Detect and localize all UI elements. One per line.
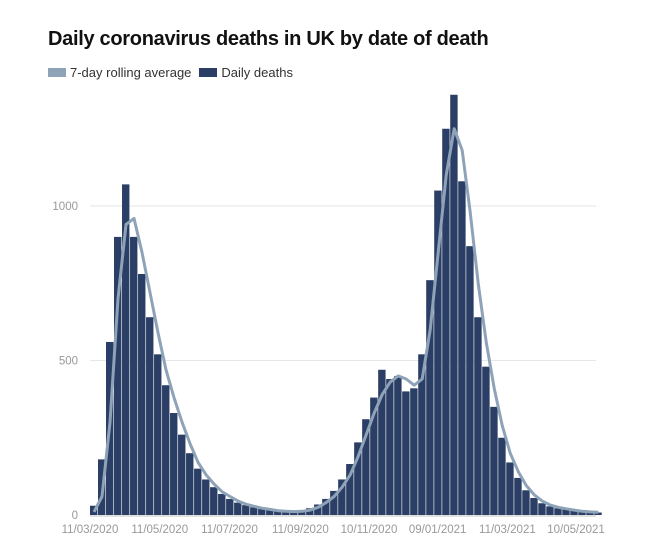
- bar-daily-deaths: [266, 510, 274, 515]
- bar-daily-deaths: [250, 507, 258, 515]
- bar-daily-deaths: [586, 511, 594, 515]
- bar-daily-deaths: [114, 236, 122, 515]
- bar-daily-deaths: [578, 511, 586, 515]
- bar-daily-deaths: [218, 493, 226, 515]
- bar-daily-deaths: [282, 511, 290, 515]
- bar-daily-deaths: [314, 504, 322, 515]
- bar-daily-deaths: [290, 511, 298, 515]
- bar-daily-deaths: [450, 94, 458, 515]
- bar-daily-deaths: [298, 510, 306, 515]
- bar-daily-deaths: [226, 498, 234, 515]
- bar-daily-deaths: [506, 462, 514, 515]
- bar-daily-deaths: [386, 379, 394, 515]
- y-tick-label: 500: [59, 356, 78, 368]
- bar-daily-deaths: [146, 317, 154, 515]
- x-tick-label: 11/09/2020: [272, 524, 329, 536]
- bar-daily-deaths: [210, 487, 218, 515]
- bar-daily-deaths: [474, 317, 482, 515]
- x-tick-label: 10/05/2021: [547, 524, 605, 536]
- bar-daily-deaths: [546, 506, 554, 515]
- y-tick-label: 0: [72, 510, 78, 522]
- x-tick-label: 11/03/2021: [479, 524, 536, 536]
- x-tick-label: 11/03/2020: [62, 524, 119, 536]
- legend-label: Daily deaths: [221, 65, 293, 80]
- bar-daily-deaths: [522, 490, 530, 515]
- bar-daily-deaths: [482, 366, 490, 515]
- bar-daily-deaths: [162, 385, 170, 515]
- bar-daily-deaths: [458, 181, 466, 515]
- bar-daily-deaths: [170, 413, 178, 515]
- x-tick-label: 11/05/2020: [131, 524, 188, 536]
- x-tick-label: 11/07/2020: [201, 524, 258, 536]
- bar-daily-deaths: [338, 479, 346, 515]
- bar-daily-deaths: [178, 434, 186, 515]
- bar-daily-deaths: [442, 128, 450, 515]
- bar-daily-deaths: [186, 453, 194, 515]
- bar-daily-deaths: [570, 510, 578, 515]
- bar-daily-deaths: [394, 375, 402, 515]
- y-tick-label: 1000: [52, 201, 78, 213]
- bar-daily-deaths: [138, 273, 146, 515]
- bar-daily-deaths: [354, 442, 362, 515]
- legend-label: 7-day rolling average: [70, 65, 192, 80]
- bar-daily-deaths: [418, 354, 426, 515]
- bar-daily-deaths: [202, 479, 210, 515]
- bar-daily-deaths: [154, 354, 162, 515]
- bar-daily-deaths: [410, 388, 418, 515]
- bar-daily-deaths: [530, 498, 538, 515]
- legend-item-daily-deaths: Daily deaths: [199, 65, 293, 80]
- bar-daily-deaths: [490, 406, 498, 515]
- line-rolling-average: [92, 127, 599, 514]
- bar-daily-deaths: [322, 498, 330, 515]
- bar-daily-deaths: [194, 468, 202, 515]
- bar-daily-deaths: [562, 509, 570, 515]
- bar-daily-deaths: [242, 505, 250, 515]
- chart-title: Daily coronavirus deaths in UK by date o…: [48, 28, 489, 50]
- bar-daily-deaths: [330, 490, 338, 515]
- bar-daily-deaths: [514, 477, 522, 515]
- legend-swatch-daily-deaths: [199, 68, 218, 77]
- x-tick-label: 09/01/2021: [409, 524, 467, 536]
- legend: 7-day rolling average Daily deaths: [48, 65, 301, 80]
- bar-daily-deaths: [234, 502, 242, 515]
- bar-daily-deaths: [346, 464, 354, 515]
- bar-daily-deaths: [554, 508, 562, 515]
- bar-daily-deaths: [466, 246, 474, 516]
- bar-daily-deaths: [362, 419, 370, 515]
- bar-daily-deaths: [130, 236, 138, 515]
- bar-daily-deaths: [370, 397, 378, 515]
- legend-swatch-rolling-average: [48, 68, 66, 77]
- bar-daily-deaths: [426, 280, 434, 515]
- bar-daily-deaths: [378, 369, 386, 515]
- bar-daily-deaths: [274, 510, 282, 515]
- bar-daily-deaths: [538, 503, 546, 515]
- x-tick-label: 10/11/2020: [341, 524, 398, 536]
- legend-item-rolling-average: 7-day rolling average: [48, 65, 191, 80]
- bar-daily-deaths: [402, 391, 410, 515]
- bar-daily-deaths: [258, 508, 266, 515]
- bar-daily-deaths: [594, 512, 602, 515]
- bar-daily-deaths: [122, 184, 130, 515]
- bar-daily-deaths: [434, 190, 442, 516]
- bar-daily-deaths: [498, 437, 506, 515]
